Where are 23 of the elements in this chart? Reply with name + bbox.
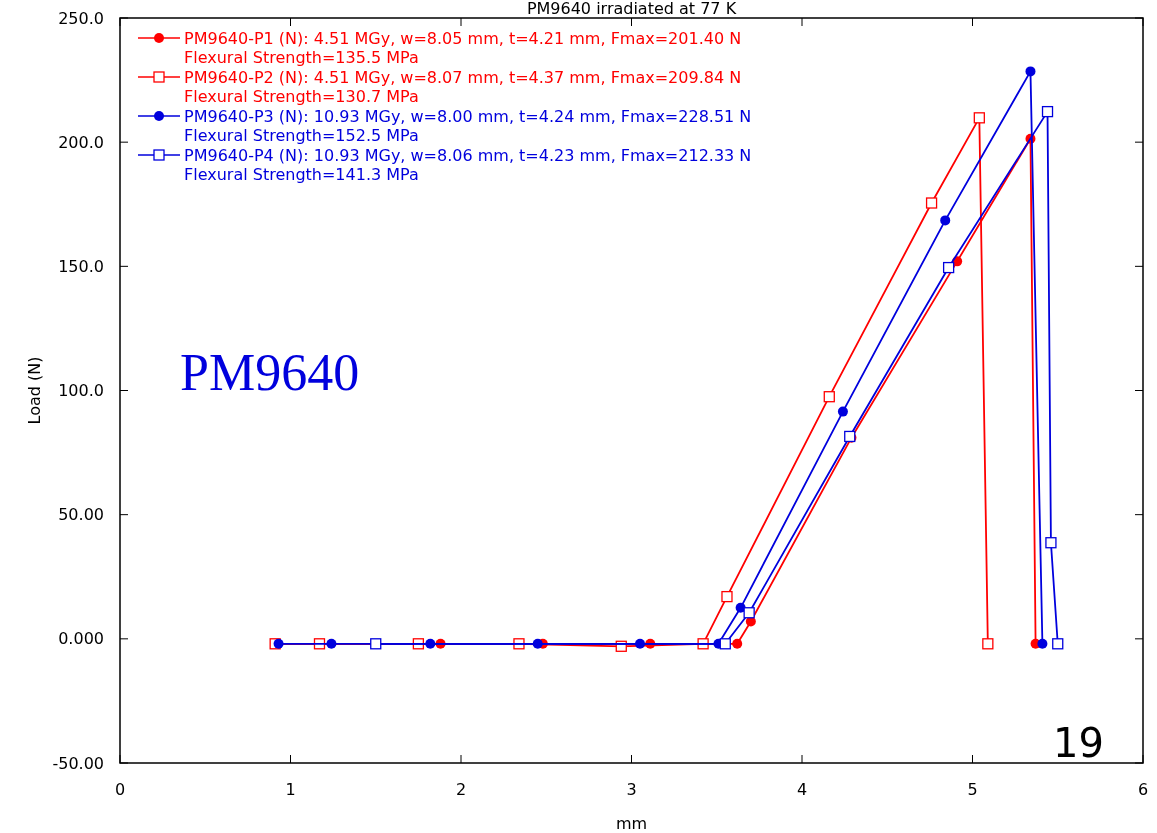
x-tick-label: 3: [626, 780, 637, 799]
x-tick-label: 4: [796, 780, 808, 799]
legend-label: PM9640-P4 (N): 10.93 MGy, w=8.06 mm, t=4.23 mm, Fmax=212.33 N Flexural Strength=141.3 MPa: [184, 145, 752, 184]
legend-label: PM9640-P2 (N): 4.51 MGy, w=8.07 mm, t=4.37 mm, Fmax=209.84 N Flexural Strength=130.7 MPa: [184, 67, 742, 106]
y-axis-title: Load (N): [25, 356, 44, 425]
y-tick-label: 150.0: [58, 256, 104, 276]
y-tick-label: 200.0: [58, 132, 104, 152]
y-tick-label: 250.0: [58, 8, 104, 28]
legend-label: PM9640-P1 (N): 4.51 MGy, w=8.05 mm, t=4.21 mm, Fmax=201.40 N Flexural Strength=135.5 MPa: [184, 28, 742, 67]
legend-label: PM9640-P3 (N): 10.93 MGy, w=8.00 mm, t=4.24 mm, Fmax=228.51 N Flexural Strength=152.5 MPa: [184, 106, 752, 145]
x-tick-label: 2: [455, 780, 467, 799]
y-tick-label: 100.0: [58, 381, 104, 401]
x-axis-title: mm: [615, 814, 648, 833]
y-tick-label: -50.00: [52, 753, 104, 773]
x-tick-label: 1: [285, 780, 296, 799]
x-tick-label: 6: [1137, 780, 1149, 799]
y-tick-label: 50.00: [58, 505, 104, 525]
chart-title: PM9640 irradiated at 77 K: [526, 0, 737, 18]
y-tick-label: 0.000: [58, 629, 104, 649]
annotation: PM9640: [180, 344, 360, 401]
annotation: 19: [1053, 720, 1104, 766]
x-tick-label: 5: [967, 780, 978, 799]
x-tick-label: 0: [114, 780, 126, 799]
